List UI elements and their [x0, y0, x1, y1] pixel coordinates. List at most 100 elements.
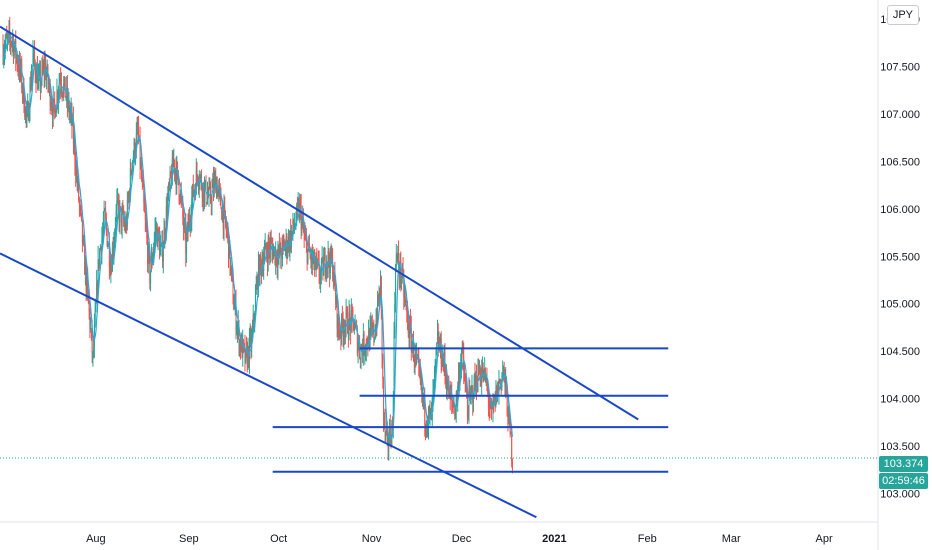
candle-body: [458, 374, 460, 385]
countdown-tag: 02:59:46: [879, 473, 928, 489]
candle-body: [460, 350, 462, 367]
candle-body: [125, 222, 127, 230]
candle-body: [302, 219, 304, 221]
candle-body: [47, 66, 49, 84]
candle-body: [50, 105, 52, 107]
candle-body: [446, 388, 448, 391]
candle-body: [390, 441, 392, 446]
candle-body: [216, 183, 218, 197]
candle-body: [451, 394, 453, 401]
candle-body: [91, 330, 93, 354]
candle-body: [424, 395, 426, 425]
candle-body: [380, 276, 382, 311]
candle-body: [236, 329, 238, 331]
price-axis[interactable]: 108.000107.500107.000106.500106.000105.5…: [880, 14, 920, 501]
candle-body: [225, 223, 227, 231]
currency-badge[interactable]: JPY: [886, 5, 919, 25]
candle-body: [462, 347, 464, 357]
candle-body: [381, 310, 383, 358]
candle-body: [82, 237, 84, 243]
candle-body: [376, 320, 378, 324]
chart-grid: [0, 0, 879, 550]
candle-body: [216, 183, 218, 194]
candle-body: [99, 247, 101, 250]
candle-body: [340, 333, 342, 337]
candle-body: [40, 81, 42, 88]
candle-body: [447, 379, 449, 389]
candle-body: [493, 402, 495, 404]
trend-line[interactable]: [0, 252, 537, 519]
candle-body: [145, 219, 147, 229]
candle-body: [66, 87, 68, 104]
candle-body: [123, 221, 125, 224]
candle-body: [505, 379, 507, 395]
candle-body: [176, 165, 178, 185]
candle-body: [24, 110, 26, 117]
candle-body: [67, 97, 69, 104]
candle-body: [53, 98, 55, 102]
candle-body: [336, 296, 338, 329]
candle-body: [466, 387, 468, 399]
candle-body: [379, 292, 381, 297]
candle-body: [192, 184, 194, 199]
candle-body: [227, 231, 229, 233]
candle-body: [132, 161, 134, 171]
candle-body: [32, 53, 34, 66]
candle-body: [321, 258, 323, 261]
candle-body: [412, 339, 414, 346]
candle-body: [291, 230, 293, 233]
candle-body: [301, 220, 303, 230]
candle-body: [129, 192, 131, 197]
candle-body: [129, 167, 131, 197]
candle-body: [466, 398, 468, 414]
time-tick-label: Feb: [638, 533, 657, 545]
candle-body: [374, 337, 376, 339]
candle-body: [163, 229, 165, 248]
candle-body: [42, 65, 44, 71]
candle-body: [87, 277, 89, 291]
candle-body: [445, 377, 447, 391]
candle-body: [330, 249, 332, 262]
candle-body: [178, 183, 180, 198]
time-tick-label: Sep: [179, 533, 199, 545]
candle-body: [470, 389, 472, 394]
candle-body: [2, 47, 4, 61]
candle-body: [45, 74, 47, 79]
candle-body: [284, 245, 286, 251]
candle-body: [124, 223, 126, 230]
candle-body: [425, 424, 427, 429]
candle-body: [62, 93, 64, 95]
candle-body: [60, 78, 62, 86]
candle-body: [166, 206, 168, 216]
candle-body: [371, 326, 373, 328]
time-axis[interactable]: Aug Sep Oct Nov Dec 2021 Feb Mar Apr: [86, 533, 833, 545]
candle-body: [293, 226, 295, 228]
candle-body: [320, 272, 322, 281]
candle-body: [102, 232, 104, 239]
candle-body: [362, 333, 364, 356]
candle-body: [151, 255, 153, 263]
price-tick-label: 106.000: [880, 204, 920, 216]
candle-body: [502, 373, 504, 376]
trend-line[interactable]: [0, 25, 639, 421]
candle-body: [366, 339, 368, 346]
candle-body: [182, 201, 184, 218]
candle-body: [123, 211, 125, 222]
candle-body: [384, 416, 386, 432]
candle-body: [29, 83, 31, 112]
candle-body: [239, 340, 241, 349]
candle-body: [299, 202, 301, 206]
candle-body: [204, 186, 206, 201]
candle-body: [503, 366, 505, 371]
candle-body: [142, 181, 144, 188]
candle-body: [335, 296, 337, 304]
candle-body: [305, 237, 307, 240]
drawings-layer[interactable]: [0, 25, 669, 519]
candle-body: [442, 355, 444, 367]
candle-body: [110, 268, 112, 272]
candle-body: [259, 255, 261, 283]
candle-body: [143, 187, 145, 203]
candle-body: [457, 385, 459, 400]
candle-body: [472, 398, 474, 403]
